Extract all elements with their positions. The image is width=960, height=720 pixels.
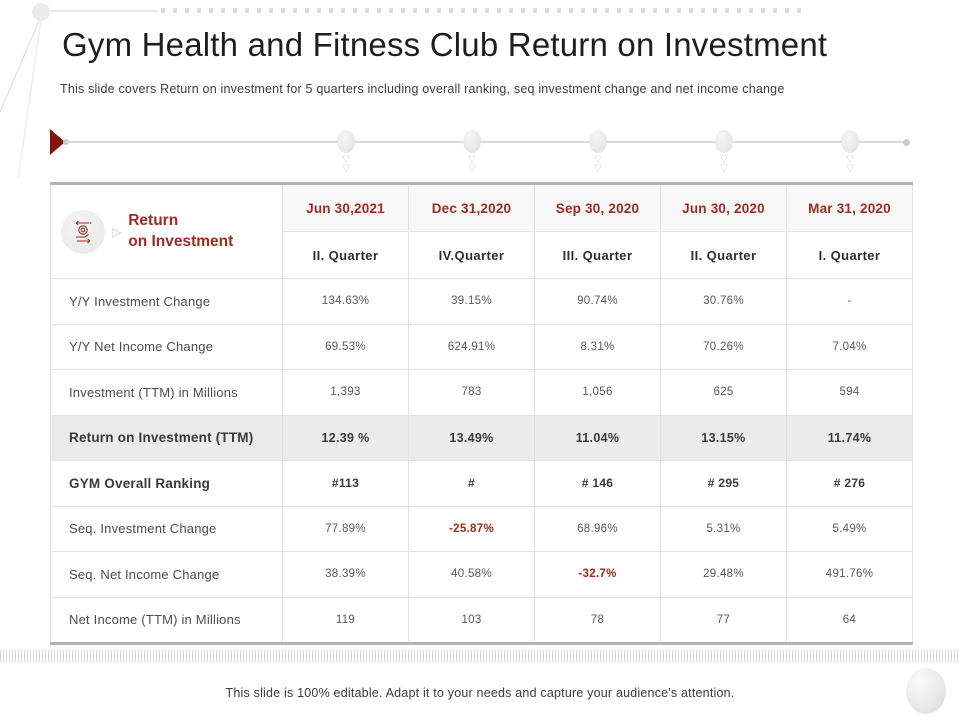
value-cell: 624.91% [408,323,535,370]
value-cell: 5.31% [660,505,787,552]
column-quarter: II. Quarter [282,231,409,279]
value-cell: # 295 [660,460,787,507]
chevron-down-icon: ▽ ▽ [468,154,476,174]
page-subtitle: This slide covers Return on investment f… [60,82,785,96]
value-cell: #113 [282,460,409,507]
table-row: Y/Y Net Income Change 69.53% 624.91% 8.3… [50,323,913,370]
row-label: Y/Y Investment Change [50,278,283,325]
value-cell: - [786,278,913,325]
value-cell: 11.74% [786,414,913,461]
table-row: Seq. Investment Change 77.89% -25.87% 68… [50,505,913,552]
value-cell: 1,393 [282,369,409,416]
value-cell: 1,056 [534,369,661,416]
table-row: Net Income (TTM) in Millions 119 103 78 … [50,596,913,644]
ellipse-marker-icon [715,130,733,153]
value-cell: 13.15% [660,414,787,461]
table-header-dates-row: ▷ Return on Investment Jun 30,2021 Dec 3… [50,183,913,279]
page-title: Gym Health and Fitness Club Return on In… [62,26,828,63]
value-cell: 8.31% [534,323,661,370]
investment-hand-icon [61,209,105,254]
value-cell-negative: -25.87% [408,505,535,552]
table-header-quarters-row: II. Quarter IV.Quarter III. Quarter II. … [51,231,913,279]
top-dotted-divider [161,8,805,13]
value-cell: 70.26% [660,323,787,370]
value-cell: 64 [786,596,913,644]
column-quarter: I. Quarter [786,231,913,279]
value-cell: 5.49% [786,505,913,552]
value-cell: 40.58% [408,551,535,598]
column-date: Jun 30, 2020 [660,183,787,232]
table-row: GYM Overall Ranking #113 # # 146 # 295 #… [50,460,913,507]
value-cell: 30.76% [660,278,787,325]
table-row: Investment (TTM) in Millions 1,393 783 1… [50,369,913,416]
value-cell: 68.96% [534,505,661,552]
value-cell: 491.76% [786,551,913,598]
value-cell: 77 [660,596,787,644]
timeline-end-dot [903,139,910,146]
value-cell: 625 [660,369,787,416]
table-row-highlighted: Return on Investment (TTM) 12.39 % 13.49… [50,414,913,461]
corner-title: Return on Investment [128,211,233,251]
corner-title-line2: on Investment [128,232,234,250]
corner-title-line1: Return [128,212,179,230]
timeline-line [66,141,904,143]
value-cell: 13.49% [408,414,535,461]
ellipse-marker-icon [589,130,607,153]
value-cell: 38.39% [282,551,409,598]
value-cell: # [408,460,535,507]
ellipse-marker-icon [841,130,859,153]
row-label: Return on Investment (TTM) [50,414,283,461]
chevron-down-icon: ▽ ▽ [594,154,602,174]
bottom-right-ellipse-decoration [906,668,946,714]
column-quarter: II. Quarter [660,231,787,279]
row-label: Investment (TTM) in Millions [50,369,283,416]
column-quarter: III. Quarter [534,231,661,279]
table-row: Y/Y Investment Change 134.63% 39.15% 90.… [50,278,913,325]
column-quarter: IV.Quarter [408,231,535,279]
ellipse-marker-icon [337,130,355,153]
row-label: GYM Overall Ranking [50,460,283,507]
value-cell: 69.53% [282,323,409,370]
chevron-down-icon: ▽ ▽ [846,154,854,174]
value-cell: # 276 [786,460,913,507]
row-label: Y/Y Net Income Change [50,323,283,370]
bottom-tick-strip [0,649,960,663]
value-cell: 11.04% [534,414,661,461]
table-row: Seq. Net Income Change 38.39% 40.58% -32… [50,551,913,598]
value-cell: 29.48% [660,551,787,598]
value-cell: 39.15% [408,278,535,325]
column-date: Mar 31, 2020 [786,183,913,232]
value-cell: # 146 [534,460,661,507]
chevron-down-icon: ▽ ▽ [720,154,728,174]
value-cell: 77.89% [282,505,409,552]
column-date: Jun 30,2021 [282,183,409,232]
value-cell: 119 [282,596,409,644]
column-date: Sep 30, 2020 [534,183,661,232]
timeline-play-arrow-icon [50,129,65,155]
row-label: Net Income (TTM) in Millions [50,596,283,644]
chevron-down-icon: ▽ ▽ [342,154,350,174]
value-cell: 103 [408,596,535,644]
value-cell: 7.04% [786,323,913,370]
value-cell: 594 [786,369,913,416]
value-cell-negative: -32.7% [534,551,661,598]
column-date: Dec 31,2020 [408,183,535,232]
triangle-right-icon: ▷ [112,224,122,239]
row-label: Seq. Investment Change [50,505,283,552]
value-cell: 134.63% [282,278,409,325]
ellipse-marker-icon [463,130,481,153]
roi-table: ▷ Return on Investment Jun 30,2021 Dec 3… [50,182,913,645]
value-cell: 90.74% [534,278,661,325]
footer-note: This slide is 100% editable. Adapt it to… [225,686,735,700]
value-cell: 12.39 % [282,414,409,461]
value-cell: 78 [534,596,661,644]
row-label: Seq. Net Income Change [50,551,283,598]
value-cell: 783 [408,369,535,416]
table-corner-cell: ▷ Return on Investment [50,183,283,279]
